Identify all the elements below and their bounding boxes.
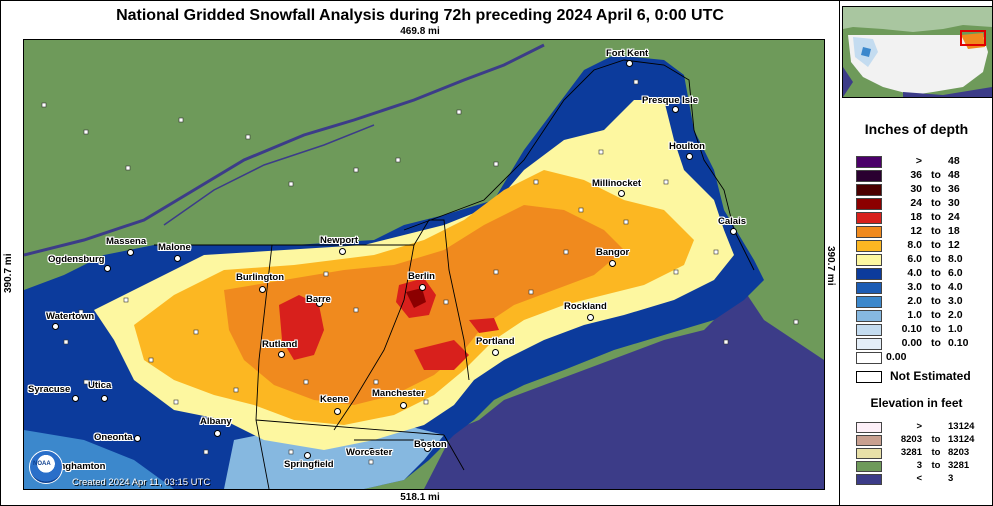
city-presque-isle: Presque Isle (642, 95, 698, 106)
legend-row: 18 to 24 (856, 211, 990, 224)
legend-row: 12 to 18 (856, 225, 990, 238)
city-millinocket: Millinocket (592, 178, 642, 189)
river-line (24, 43, 545, 257)
city-watertown: Watertown (46, 311, 95, 322)
city-houlton: Houlton (669, 141, 705, 152)
legend-panel: Inches of depth >48 36 to 48 30 to 36 24 to 30… (839, 1, 992, 505)
city-syracuse: Syracuse (28, 384, 71, 395)
distance-left-label: 390.7 mi (3, 253, 14, 293)
distance-right-label: 390.7 mi (825, 246, 836, 286)
legend-row: >48 (856, 155, 990, 168)
legend-row: 8.0 to 12 (856, 239, 990, 252)
snow-18-24-region (279, 295, 324, 360)
legend-row: 3.0 to 4.0 (856, 281, 990, 294)
legend-row: 0.10 to 1.0 (856, 323, 990, 336)
city-keene: Keene (320, 394, 349, 405)
city-bangor: Bangor (596, 247, 630, 258)
elevation-legend-row: >13124 (856, 421, 990, 433)
city-fort-kent: Fort Kent (606, 48, 649, 59)
city-malone: Malone (158, 242, 191, 253)
page-title: National Gridded Snowfall Analysis durin… (116, 7, 724, 24)
legend-row: 2.0 to 3.0 (856, 295, 990, 308)
elevation-legend-row: 3281 to 8203 (856, 447, 990, 459)
map-canvas (24, 40, 824, 489)
city-barre: Barre (306, 294, 331, 305)
elevation-legend-row: 3 to 3281 (856, 460, 990, 472)
legend-row: 6.0 to 8.0 (856, 253, 990, 266)
legend-row: 0.00 (856, 351, 990, 364)
city-calais: Calais (718, 216, 746, 227)
distance-top-label: 469.8 mi (400, 26, 440, 37)
noaa-logo-icon: NOAA (29, 450, 63, 484)
inset-focus-box (960, 30, 986, 46)
city-rockland: Rockland (564, 301, 607, 312)
legend-row: 24 to 30 (856, 197, 990, 210)
city-rutland: Rutland (262, 339, 298, 350)
city-newport: Newport (320, 235, 358, 246)
legend-row: 1.0 to 2.0 (856, 309, 990, 322)
station-markers (41, 79, 799, 465)
distance-bottom-label: 518.1 mi (400, 492, 440, 503)
city-binghamton: Binghamton (50, 461, 106, 472)
state-borders (154, 219, 470, 489)
elevation-legend-row: <3 (856, 473, 990, 485)
legend-title: Inches of depth (864, 121, 969, 137)
city-boston: Boston (414, 439, 447, 450)
city-burlington: Burlington (236, 272, 285, 283)
city-berlin: Berlin (408, 271, 435, 282)
city-springfield: Springfield (284, 459, 334, 470)
elevation-legend-row: 8203 to 13124 (856, 434, 990, 446)
overview-inset-map[interactable] (842, 6, 992, 98)
city-oneonta: Oneonta (94, 432, 133, 443)
city-massena: Massena (106, 236, 147, 247)
legend-row: 4.0 to 6.0 (856, 267, 990, 280)
legend-row: 36 to 48 (856, 169, 990, 182)
city-worcester: Worcester (346, 447, 393, 458)
city-albany: Albany (200, 416, 232, 427)
snowfall-map[interactable]: Fort Kent Presque Isle Houlton Millinock… (23, 39, 825, 490)
created-timestamp: Created 2024 Apr 11, 03:15 UTC (72, 477, 211, 488)
city-utica: Utica (88, 380, 112, 391)
city-portland: Portland (476, 336, 515, 347)
elevation-legend-title: Elevation in feet (870, 396, 963, 410)
legend-row: 30 to 36 (856, 183, 990, 196)
city-ogdensburg: Ogdensburg (48, 254, 105, 265)
city-manchester: Manchester (372, 388, 425, 399)
legend-row: 0.00 to 0.10 (856, 337, 990, 350)
